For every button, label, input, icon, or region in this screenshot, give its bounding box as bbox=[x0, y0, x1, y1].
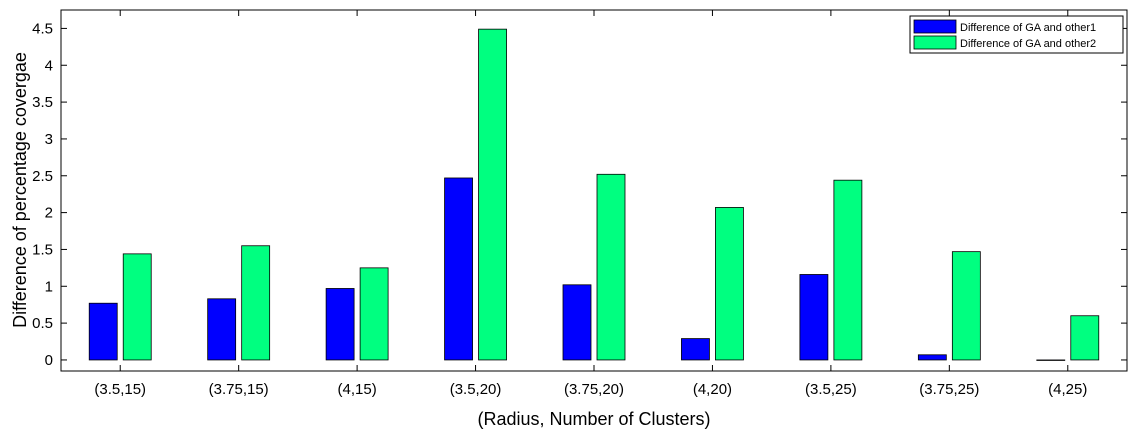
bar-series-1-7 bbox=[917, 354, 947, 361]
y-tick-label-1: 0.5 bbox=[32, 315, 53, 332]
x-tick-label-3: (3.5,20) bbox=[450, 381, 502, 398]
legend-swatch-series-1 bbox=[913, 19, 957, 34]
x-tick-label-8: (4,25) bbox=[1048, 381, 1087, 398]
bar-series-2-2 bbox=[359, 267, 389, 361]
bar-series-1-6 bbox=[799, 274, 829, 361]
y-tick-label-6: 3 bbox=[45, 131, 53, 148]
y-axis-title: Difference of percentage covergae bbox=[10, 52, 30, 328]
bar-series-2-7 bbox=[951, 251, 981, 361]
x-tick-label-0: (3.5,15) bbox=[94, 381, 146, 398]
y-tick-label-0: 0 bbox=[45, 352, 53, 369]
bar-series-2-6 bbox=[833, 179, 863, 361]
bar-series-2-4 bbox=[596, 173, 626, 361]
x-axis-title: (Radius, Number of Clusters) bbox=[477, 409, 710, 429]
bar-series-2-1 bbox=[241, 245, 271, 361]
x-tick-label-6: (3.5,25) bbox=[805, 381, 857, 398]
y-tick-label-7: 3.5 bbox=[32, 94, 53, 111]
y-ticks-group: 0 0.5 1 1.5 2 2.5 3 3.5 4 4.5 bbox=[32, 20, 1127, 369]
bar-series-1-2 bbox=[325, 288, 355, 361]
bar-series-1-8 bbox=[1036, 359, 1066, 361]
x-tick-label-7: (3.75,25) bbox=[919, 381, 979, 398]
bar-series-2-5 bbox=[715, 207, 744, 361]
x-ticks-group: (3.5,15) (3.75,15) (4,15) (3.5,20) (3.75,20)… bbox=[94, 10, 1087, 398]
bar-series-2-3 bbox=[478, 28, 507, 361]
x-tick-label-4: (3.75,20) bbox=[564, 381, 624, 398]
x-tick-label-5: (4,20) bbox=[693, 381, 732, 398]
y-tick-label-9: 4.5 bbox=[32, 20, 53, 37]
bar-series-1-1 bbox=[207, 298, 237, 361]
y-tick-label-5: 2.5 bbox=[32, 168, 53, 185]
bar-series-2-8 bbox=[1070, 315, 1100, 361]
legend: Difference of GA and other1 Difference o… bbox=[909, 15, 1124, 54]
x-tick-label-2: (4,15) bbox=[338, 381, 377, 398]
x-tick-label-1: (3.75,15) bbox=[209, 381, 269, 398]
y-tick-label-2: 1 bbox=[45, 278, 53, 295]
plot-frame bbox=[60, 9, 1128, 372]
plot-area bbox=[61, 10, 1127, 371]
bar-series-1-0 bbox=[88, 302, 118, 361]
bars-group bbox=[88, 28, 1100, 361]
legend-label-series-2: Difference of GA and other2 bbox=[960, 38, 1096, 50]
bar-series-2-0 bbox=[122, 253, 152, 361]
bar-series-1-3 bbox=[444, 177, 473, 361]
legend-swatch-series-2 bbox=[913, 35, 957, 50]
bar-series-1-5 bbox=[681, 338, 710, 361]
y-tick-label-4: 2 bbox=[45, 205, 53, 222]
y-tick-label-3: 1.5 bbox=[32, 241, 53, 258]
legend-label-series-1: Difference of GA and other1 bbox=[960, 22, 1096, 34]
y-tick-label-8: 4 bbox=[45, 57, 53, 74]
bar-series-1-4 bbox=[562, 284, 592, 361]
